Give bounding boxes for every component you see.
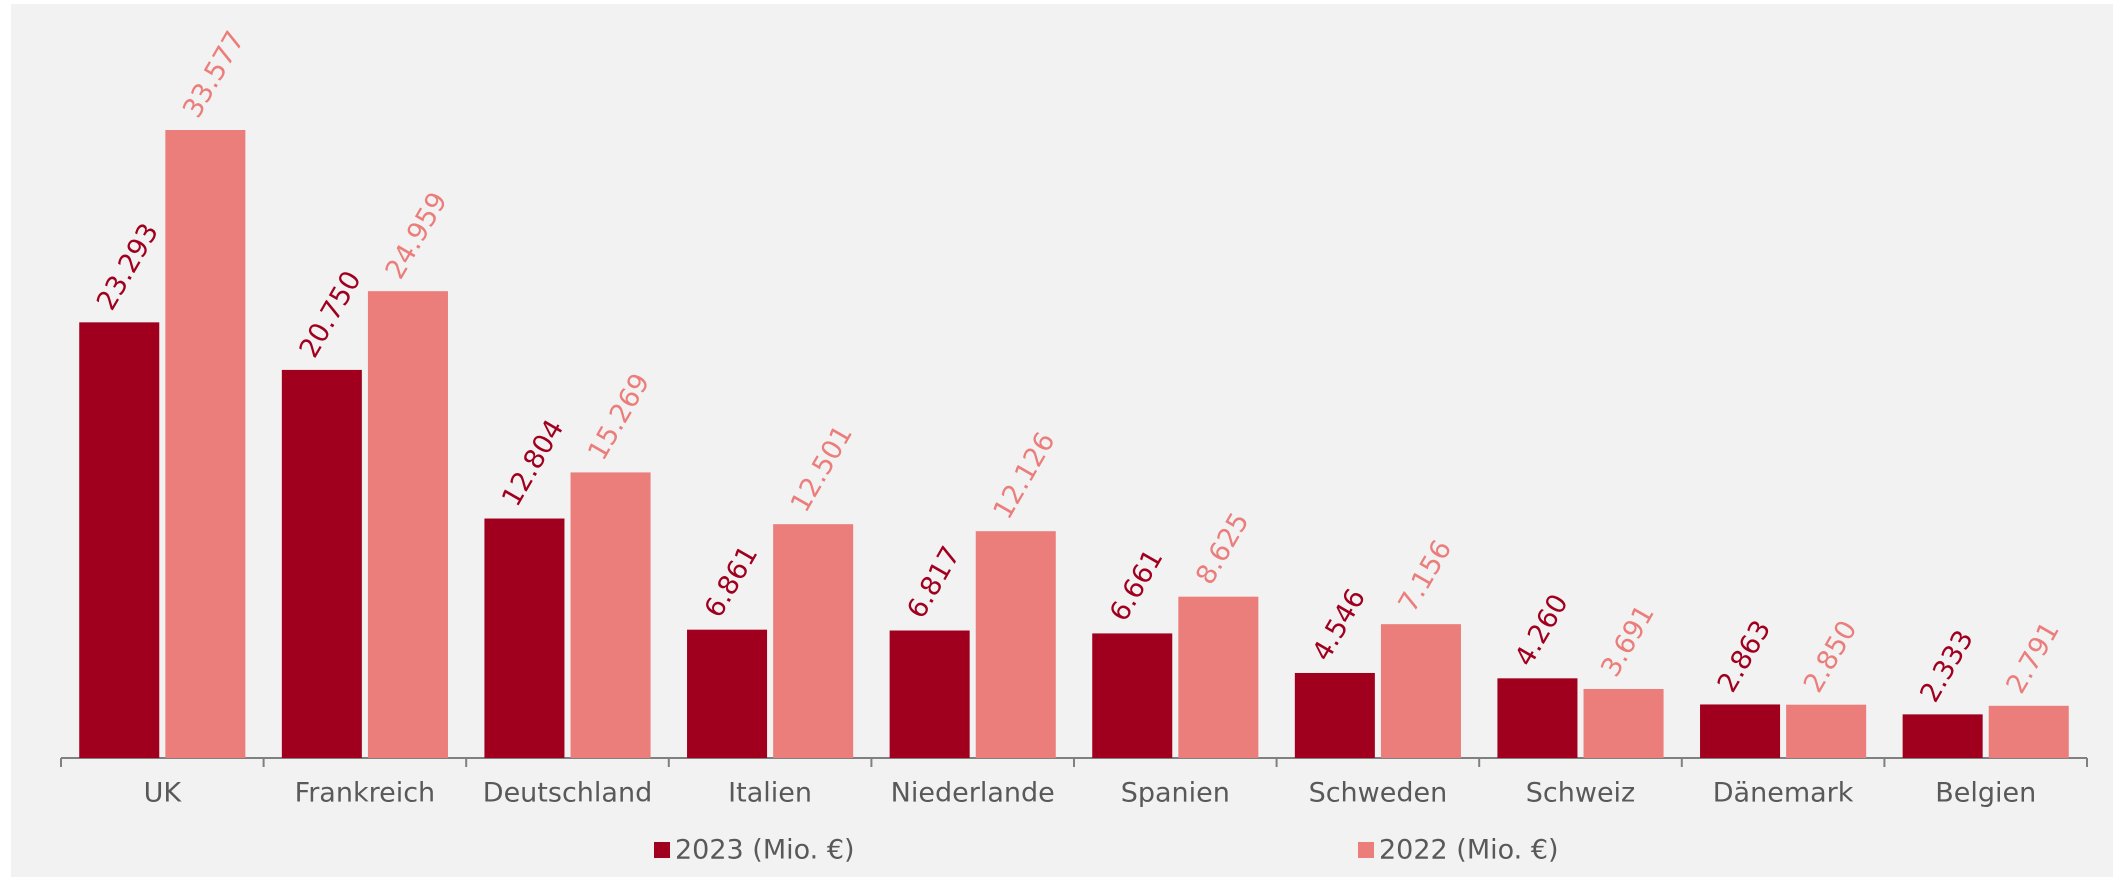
bar bbox=[1786, 704, 1867, 758]
bar bbox=[1178, 596, 1259, 758]
bar bbox=[687, 629, 768, 758]
legend-swatch bbox=[1358, 842, 1374, 858]
x-tick-label: Belgien bbox=[1935, 778, 2036, 809]
x-tick-label: Dänemark bbox=[1713, 778, 1854, 809]
legend-label: 2023 (Mio. €) bbox=[675, 835, 855, 866]
bar bbox=[1583, 688, 1664, 758]
bar bbox=[367, 291, 448, 758]
bar bbox=[281, 369, 362, 758]
bar bbox=[1902, 714, 1983, 758]
legend-swatch bbox=[654, 842, 670, 858]
x-tick-label: Spanien bbox=[1121, 778, 1230, 809]
bar bbox=[1294, 672, 1375, 758]
bar bbox=[1092, 633, 1173, 758]
bar bbox=[79, 322, 160, 758]
bar bbox=[1497, 678, 1578, 758]
x-tick-label: Schweden bbox=[1309, 778, 1448, 809]
bar bbox=[570, 472, 651, 758]
bar bbox=[1988, 705, 2069, 758]
bar bbox=[889, 630, 970, 758]
x-tick-label: Niederlande bbox=[891, 778, 1055, 809]
bar bbox=[975, 531, 1056, 758]
x-tick-label: UK bbox=[144, 778, 183, 809]
x-tick-label: Frankreich bbox=[295, 778, 436, 809]
x-tick-label: Schweiz bbox=[1526, 778, 1635, 809]
x-tick-label: Italien bbox=[728, 778, 812, 809]
bar bbox=[1380, 624, 1461, 758]
x-tick-label: Deutschland bbox=[483, 778, 652, 809]
legend-label: 2022 (Mio. €) bbox=[1379, 835, 1559, 866]
bar bbox=[773, 524, 854, 758]
bar bbox=[165, 130, 246, 758]
bar bbox=[1700, 704, 1781, 758]
bar bbox=[484, 518, 565, 758]
